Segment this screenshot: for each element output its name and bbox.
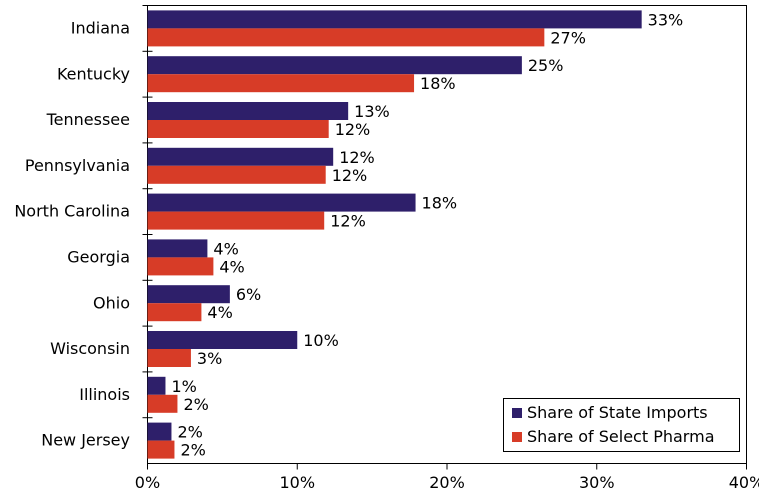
bars: 33%27%25%18%13%12%12%12%18%12%4%4%6%4%10… <box>147 10 684 460</box>
y-tick-label-kentucky: Kentucky <box>57 64 130 83</box>
legend-label-select-pharma: Share of Select Pharma <box>527 427 715 446</box>
x-tick-label: 20% <box>429 473 465 492</box>
data-label-tennessee-share-of-state-imports: 13% <box>354 102 390 121</box>
data-label-illinois-share-of-select-pharma: 2% <box>183 395 208 414</box>
data-label-tennessee-share-of-select-pharma: 12% <box>335 120 371 139</box>
bar-north-carolina-share-of-select-pharma <box>147 211 325 230</box>
legend-swatch-select-pharma <box>512 432 522 442</box>
bar-indiana-share-of-state-imports <box>147 10 642 29</box>
bar-georgia-share-of-select-pharma <box>147 257 214 276</box>
x-tick-label: 10% <box>279 473 315 492</box>
data-label-georgia-share-of-state-imports: 4% <box>213 239 238 258</box>
data-label-new-jersey-share-of-select-pharma: 2% <box>180 441 205 460</box>
x-axis: 0% 10% 20% 30% 40% <box>135 463 759 492</box>
y-tick-label-tennessee: Tennessee <box>46 110 130 129</box>
data-label-wisconsin-share-of-select-pharma: 3% <box>197 349 222 368</box>
y-tick-label-georgia: Georgia <box>67 248 130 267</box>
y-tick-label-illinois: Illinois <box>79 385 130 404</box>
legend-label-state-imports: Share of State Imports <box>527 403 708 422</box>
data-label-kentucky-share-of-select-pharma: 18% <box>420 74 456 93</box>
data-label-ohio-share-of-select-pharma: 4% <box>207 303 232 322</box>
y-tick-label-new-jersey: New Jersey <box>41 431 130 450</box>
x-tick-label: 0% <box>135 473 160 492</box>
data-label-north-carolina-share-of-select-pharma: 12% <box>330 212 366 231</box>
data-label-pennsylvania-share-of-state-imports: 12% <box>339 148 375 167</box>
bar-ohio-share-of-state-imports <box>147 285 230 304</box>
bar-kentucky-share-of-select-pharma <box>147 74 415 93</box>
bar-new-jersey-share-of-select-pharma <box>147 440 175 459</box>
y-axis-labels: Indiana Kentucky Tennessee Pennsylvania Nort… <box>14 5 153 450</box>
bar-pennsylvania-share-of-select-pharma <box>147 165 326 184</box>
legend: Share of State Imports Share of Select P… <box>503 398 740 452</box>
data-label-pennsylvania-share-of-select-pharma: 12% <box>332 166 368 185</box>
data-label-ohio-share-of-state-imports: 6% <box>236 285 261 304</box>
bar-wisconsin-share-of-state-imports <box>147 331 298 349</box>
bar-north-carolina-share-of-state-imports <box>147 193 416 212</box>
bar-ohio-share-of-select-pharma <box>147 303 202 322</box>
data-label-north-carolina-share-of-state-imports: 18% <box>422 194 458 213</box>
bar-illinois-share-of-select-pharma <box>147 394 178 413</box>
data-label-wisconsin-share-of-state-imports: 10% <box>303 331 339 350</box>
x-tick-label: 30% <box>579 473 615 492</box>
bar-tennessee-share-of-select-pharma <box>147 120 329 138</box>
legend-box <box>503 398 740 452</box>
y-tick-label-wisconsin: Wisconsin <box>50 339 130 358</box>
bar-illinois-share-of-state-imports <box>147 376 166 395</box>
bar-wisconsin-share-of-select-pharma <box>147 349 191 367</box>
data-label-kentucky-share-of-state-imports: 25% <box>528 56 564 75</box>
data-label-indiana-share-of-select-pharma: 27% <box>550 28 586 47</box>
legend-swatch-state-imports <box>512 408 522 418</box>
bar-georgia-share-of-state-imports <box>147 239 208 258</box>
y-tick-label-north-carolina: North Carolina <box>14 202 130 221</box>
bar-pennsylvania-share-of-state-imports <box>147 147 334 166</box>
y-tick-label-pennsylvania: Pennsylvania <box>25 156 130 175</box>
bar-new-jersey-share-of-state-imports <box>147 422 172 441</box>
bar-indiana-share-of-select-pharma <box>147 28 545 47</box>
bar-kentucky-share-of-state-imports <box>147 56 522 75</box>
data-label-new-jersey-share-of-state-imports: 2% <box>177 423 202 442</box>
bar-tennessee-share-of-state-imports <box>147 102 349 120</box>
y-tick-label-ohio: Ohio <box>93 293 130 312</box>
data-label-indiana-share-of-state-imports: 33% <box>648 10 684 29</box>
data-label-georgia-share-of-select-pharma: 4% <box>219 257 244 276</box>
data-label-illinois-share-of-state-imports: 1% <box>171 377 196 396</box>
y-tick-label-indiana: Indiana <box>71 19 130 38</box>
x-tick-label: 40% <box>729 473 759 492</box>
